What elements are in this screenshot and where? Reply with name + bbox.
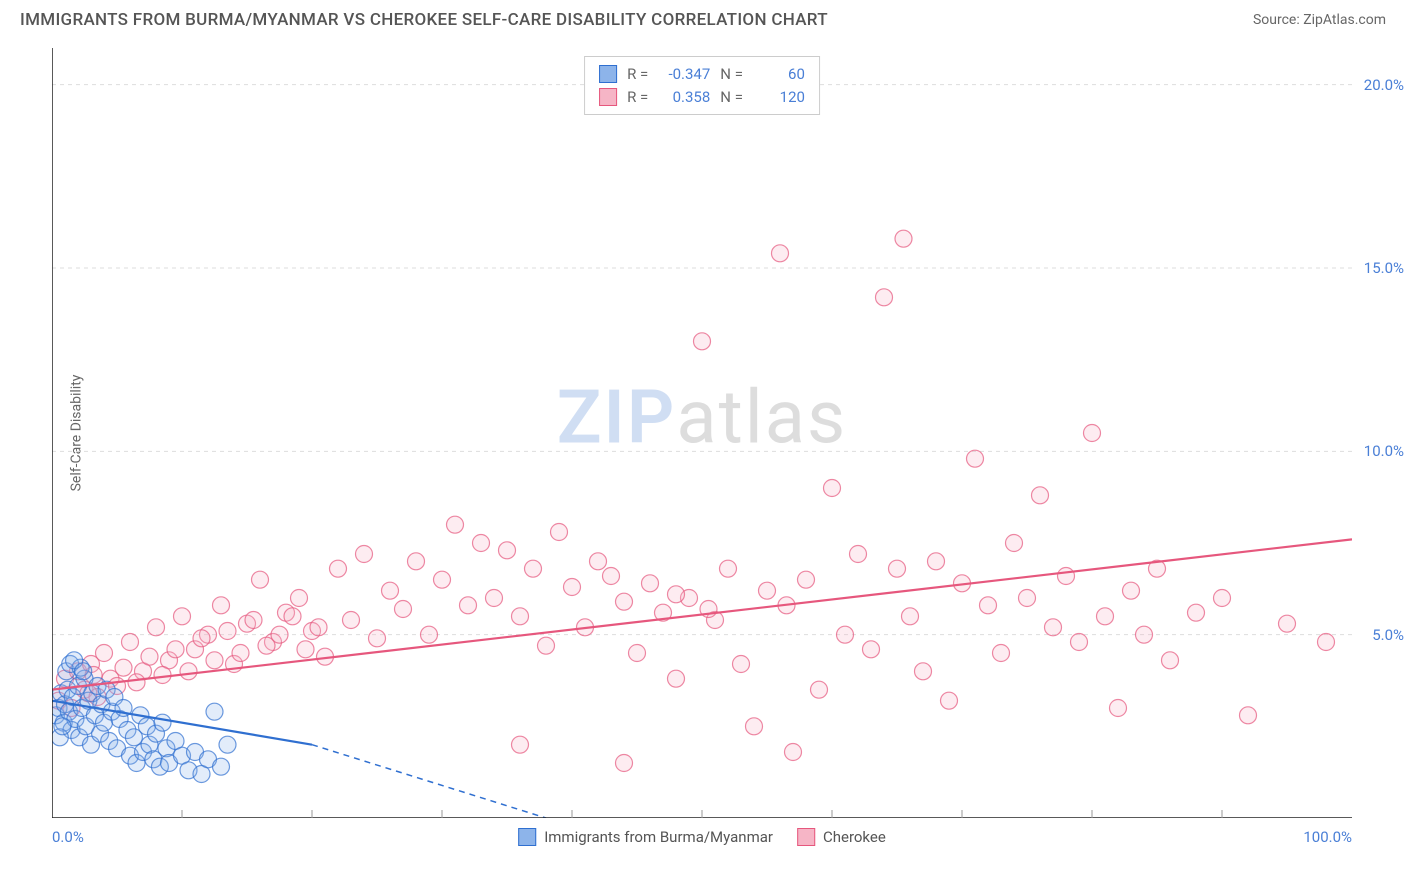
n-value-cherokee: 120 <box>753 86 805 109</box>
n-label: N = <box>720 86 743 109</box>
x-tick-label-max: 100.0% <box>1303 828 1352 846</box>
y-tick-label: 5.0% <box>1372 626 1404 644</box>
n-value-burma: 60 <box>753 63 805 86</box>
y-tick-label: 10.0% <box>1364 442 1404 460</box>
series-legend-item-cherokee: Cherokee <box>797 828 886 846</box>
source-prefix: Source: <box>1253 12 1303 28</box>
chart-area: Self-Care Disability ZIPatlas R = -0.347… <box>52 48 1352 818</box>
y-tick-label: 15.0% <box>1364 259 1404 277</box>
correlation-legend: R = -0.347 N = 60 R = 0.358 N = 120 <box>584 56 820 115</box>
r-value-burma: -0.347 <box>658 63 710 86</box>
r-label: R = <box>627 86 648 109</box>
r-label: R = <box>627 63 648 86</box>
r-value-cherokee: 0.358 <box>658 86 710 109</box>
series-name-cherokee: Cherokee <box>823 828 886 846</box>
series-name-burma: Immigrants from Burma/Myanmar <box>544 828 773 846</box>
swatch-cherokee <box>797 828 815 846</box>
swatch-cherokee <box>599 88 617 106</box>
series-legend-item-burma: Immigrants from Burma/Myanmar <box>518 828 773 846</box>
x-tick-label-min: 0.0% <box>52 828 84 846</box>
series-legend: Immigrants from Burma/Myanmar Cherokee <box>518 828 886 846</box>
n-label: N = <box>720 63 743 86</box>
scatter-plot <box>52 48 1352 818</box>
chart-title: IMMIGRANTS FROM BURMA/MYANMAR VS CHEROKE… <box>20 10 828 30</box>
source-attribution: Source: ZipAtlas.com <box>1253 12 1386 28</box>
swatch-burma <box>518 828 536 846</box>
correlation-legend-row-burma: R = -0.347 N = 60 <box>599 63 805 86</box>
source-name: ZipAtlas.com <box>1303 12 1386 28</box>
swatch-burma <box>599 65 617 83</box>
y-tick-label: 20.0% <box>1364 76 1404 94</box>
correlation-legend-row-cherokee: R = 0.358 N = 120 <box>599 86 805 109</box>
chart-header: IMMIGRANTS FROM BURMA/MYANMAR VS CHEROKE… <box>0 0 1406 36</box>
